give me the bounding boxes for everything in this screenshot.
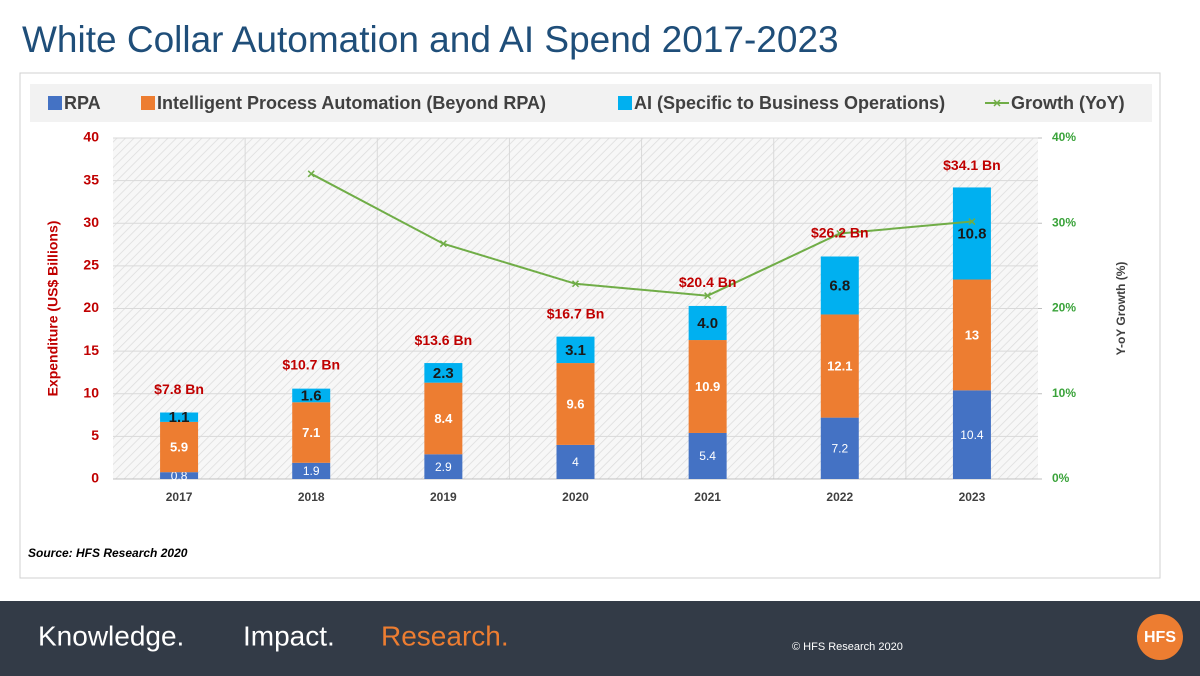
bar-segment	[952, 187, 991, 280]
y-tick-label: 0	[91, 470, 99, 486]
data-label: 4.0	[697, 315, 718, 332]
source: Source: HFS Research 2020	[28, 546, 188, 560]
bar-segment	[952, 390, 991, 479]
legend-swatch	[48, 96, 62, 110]
y2-tick-label: 10%	[1052, 386, 1076, 400]
bar-segment	[160, 421, 199, 473]
y-tick-label: 20	[83, 299, 99, 315]
growth-marker	[968, 218, 976, 226]
total-label: $26.2 Bn	[811, 224, 869, 240]
slide-title: White Collar Automation and AI Spend 201…	[22, 19, 839, 60]
y-tick-label: 30	[83, 214, 99, 230]
bar-segment	[424, 382, 463, 455]
x-tick-label: 2020	[562, 490, 589, 504]
bar-segment	[820, 417, 859, 479]
bar-segment	[292, 402, 331, 463]
data-label: 7.1	[302, 425, 320, 440]
data-label: 3.1	[565, 342, 586, 359]
data-label: 7.2	[831, 441, 848, 455]
data-label: 6.8	[829, 277, 850, 294]
footer-word: Impact.	[243, 620, 335, 651]
data-label: 9.6	[566, 396, 584, 411]
x-tick-label: 2022	[826, 490, 853, 504]
bar-segment	[160, 472, 199, 479]
y-tick-label: 40	[83, 129, 99, 145]
data-label: 0.8	[171, 469, 188, 483]
total-label: $20.4 Bn	[679, 274, 737, 290]
data-label: 4	[572, 455, 579, 469]
data-label: 5.4	[699, 449, 716, 463]
bar-segment	[424, 363, 463, 383]
logo-circle	[1137, 614, 1183, 660]
y-tick-label: 25	[83, 257, 99, 273]
bar-segment	[688, 340, 727, 433]
legend-label: RPA	[64, 93, 101, 113]
legend-label: Intelligent Process Automation (Beyond R…	[157, 93, 546, 113]
y-tick-label: 10	[83, 384, 99, 400]
y-axis-label: Expenditure (US$ Billions)	[45, 221, 61, 397]
y2-tick-label: 0%	[1052, 471, 1070, 485]
footer-bar	[0, 601, 1200, 676]
bar-segment	[556, 336, 595, 364]
legend-band	[30, 84, 1152, 122]
bar-segment	[424, 454, 463, 479]
data-label: 13	[965, 327, 979, 342]
total-label: $7.8 Bn	[154, 381, 204, 397]
bar-segment	[292, 462, 331, 479]
data-label: 5.9	[170, 439, 188, 454]
bar-segment	[160, 412, 199, 422]
data-label: 2.3	[433, 365, 454, 382]
y-tick-label: 15	[83, 342, 99, 358]
total-label: $16.7 Bn	[547, 305, 605, 321]
growth-marker	[439, 240, 447, 248]
data-label: 10.8	[957, 225, 986, 242]
y2-axis-label: Y-oY Growth (%)	[1114, 262, 1128, 356]
growth-marker	[704, 292, 712, 300]
bar-segment	[292, 388, 331, 403]
growth-marker	[307, 170, 315, 178]
x-tick-label: 2018	[298, 490, 325, 504]
data-label: 1.9	[303, 464, 320, 478]
footer-word: Knowledge.	[38, 620, 184, 651]
logo-text: HFS	[1144, 629, 1176, 646]
total-label: $10.7 Bn	[282, 356, 340, 372]
growth-line	[310, 172, 973, 297]
legend-label: Growth (YoY)	[1011, 93, 1125, 113]
legend-marker	[993, 99, 1001, 107]
x-tick-label: 2019	[430, 490, 457, 504]
data-label: 2.9	[435, 460, 452, 474]
copyright: © HFS Research 2020	[792, 641, 903, 653]
data-label: 12.1	[827, 358, 852, 373]
total-label: $13.6 Bn	[415, 332, 473, 348]
x-tick-label: 2023	[959, 490, 986, 504]
legend-swatch	[141, 96, 155, 110]
bar-segment	[688, 432, 727, 479]
total-label: $34.1 Bn	[943, 157, 1001, 173]
data-label: 10.4	[960, 428, 984, 442]
legend-label: AI (Specific to Business Operations)	[634, 93, 945, 113]
y-tick-label: 5	[91, 427, 99, 443]
bar-segment	[820, 314, 859, 418]
bar-segment	[556, 363, 595, 445]
x-tick-label: 2021	[694, 490, 721, 504]
bar-segment	[556, 444, 595, 479]
footer-word: Research.	[381, 620, 509, 651]
data-label: 1.1	[169, 409, 190, 426]
x-tick-label: 2017	[166, 490, 193, 504]
y2-tick-label: 20%	[1052, 301, 1076, 315]
growth-marker	[836, 229, 844, 238]
data-label: 10.9	[695, 379, 720, 394]
bar-segment	[952, 279, 991, 391]
growth-marker	[571, 280, 580, 288]
data-label: 1.6	[301, 387, 322, 404]
bar-segment	[688, 305, 727, 341]
legend-swatch	[618, 96, 632, 110]
data-label: 8.4	[434, 411, 453, 426]
y-tick-label: 35	[83, 171, 99, 187]
y2-tick-label: 40%	[1052, 130, 1076, 144]
bar-segment	[820, 256, 859, 315]
y2-tick-label: 30%	[1052, 215, 1076, 229]
